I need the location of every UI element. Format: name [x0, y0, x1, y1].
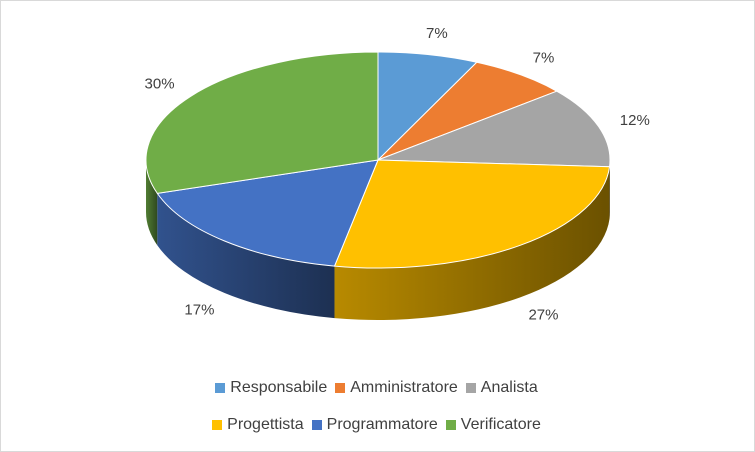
pie-tops — [145, 51, 611, 269]
slice-responsabile — [377, 51, 478, 162]
legend-item-analista: Analista — [465, 379, 538, 397]
data-label-amministratore: 7% — [533, 49, 555, 66]
legend-item-progettista: Progettista — [212, 416, 304, 434]
data-label-analista: 12% — [620, 112, 650, 129]
legend-item-verificatore: Verificatore — [445, 416, 541, 434]
slice-side-progettista — [334, 166, 610, 320]
slice-side-verificatore — [146, 160, 158, 246]
legend-label: Programmatore — [326, 416, 438, 433]
slice-verificatore — [145, 51, 379, 194]
slice-side-programmatore — [157, 193, 335, 319]
data-label-responsabile: 7% — [426, 25, 448, 42]
legend-item-responsabile: Responsabile — [215, 379, 327, 397]
pie-labels: 7% 7% 12% 27% 17% 30% — [145, 25, 650, 324]
legend-label: Progettista — [227, 416, 304, 433]
legend-swatch — [212, 420, 223, 430]
legend-swatch — [335, 383, 346, 393]
legend-label: Analista — [480, 379, 538, 396]
legend-label: Responsabile — [230, 379, 328, 396]
legend-swatch — [215, 383, 226, 393]
legend-row-1: Responsabile Amministratore Analista — [0, 376, 753, 400]
legend-label: Verificatore — [460, 416, 541, 433]
legend-row-2: Progettista Programmatore Verificatore — [0, 413, 753, 437]
slice-programmatore — [156, 159, 379, 267]
legend-item-amministratore: Amministratore — [335, 379, 458, 397]
legend-swatch — [311, 420, 322, 430]
legend-label: Amministratore — [350, 379, 458, 396]
data-label-progettista: 27% — [528, 307, 558, 324]
data-label-verificatore: 30% — [145, 76, 175, 93]
pie-sides — [146, 160, 610, 320]
slice-progettista — [333, 159, 611, 269]
data-label-programmatore: 17% — [184, 302, 214, 319]
legend-swatch — [445, 420, 456, 430]
legend: Responsabile Amministratore Analista Proge… — [0, 376, 753, 450]
slice-analista — [377, 90, 611, 168]
slice-amministratore — [377, 61, 558, 161]
legend-swatch — [465, 383, 476, 393]
legend-item-programmatore: Programmatore — [311, 416, 438, 434]
